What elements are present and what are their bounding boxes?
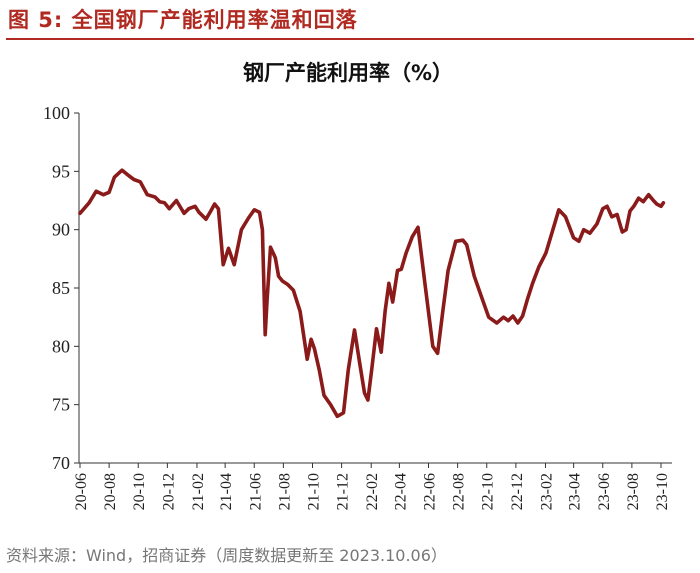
x-tick-label: 21-06 xyxy=(247,473,264,510)
x-tick-label: 23-08 xyxy=(625,473,642,510)
x-tick-label: 22-12 xyxy=(509,473,526,510)
x-tick-label: 20-08 xyxy=(102,473,119,510)
x-tick-label: 21-08 xyxy=(276,473,293,510)
chart-title: 钢厂产能利用率（%） xyxy=(243,61,453,85)
x-tick-label: 21-04 xyxy=(218,473,235,510)
x-tick-label: 21-10 xyxy=(305,473,322,510)
title-rule xyxy=(6,38,694,40)
x-axis-ticks: 20-06 20-08 20-10 20-12 21-02 21-04 21-06 21-08… xyxy=(73,463,671,510)
x-tick-label: 23-06 xyxy=(596,473,613,510)
x-tick-label: 22-02 xyxy=(364,473,381,510)
x-tick-label: 21-02 xyxy=(190,473,207,510)
x-tick-label: 22-10 xyxy=(480,473,497,510)
series-layer xyxy=(78,168,666,419)
y-tick-label: 85 xyxy=(52,278,70,298)
y-tick-label: 90 xyxy=(52,220,70,240)
series-line-capacity-utilization xyxy=(78,168,666,419)
x-tick-label: 23-04 xyxy=(567,473,584,510)
y-tick-label: 70 xyxy=(52,453,70,473)
y-axis-ticks: 70 75 80 85 90 95 100 xyxy=(43,103,79,473)
x-tick-label: 20-06 xyxy=(73,473,90,510)
x-tick-label: 22-08 xyxy=(451,473,468,510)
x-tick-label: 20-10 xyxy=(131,473,148,510)
y-tick-label: 80 xyxy=(52,336,70,356)
x-tick-label: 20-12 xyxy=(160,473,177,510)
x-tick-label: 21-12 xyxy=(335,473,352,510)
figure-title: 图 5: 全国钢厂产能利用率温和回落 xyxy=(8,8,358,32)
y-tick-label: 100 xyxy=(43,103,70,123)
x-tick-label: 22-04 xyxy=(392,473,409,510)
y-tick-label: 95 xyxy=(52,161,70,181)
source-note: 资料来源：Wind，招商证券（周度数据更新至 2023.10.06） xyxy=(6,546,447,565)
x-tick-label: 22-06 xyxy=(422,473,439,510)
x-tick-label: 23-02 xyxy=(538,473,555,510)
y-tick-label: 75 xyxy=(52,395,70,415)
axes xyxy=(78,113,672,464)
x-tick-label: 23-10 xyxy=(654,473,671,510)
